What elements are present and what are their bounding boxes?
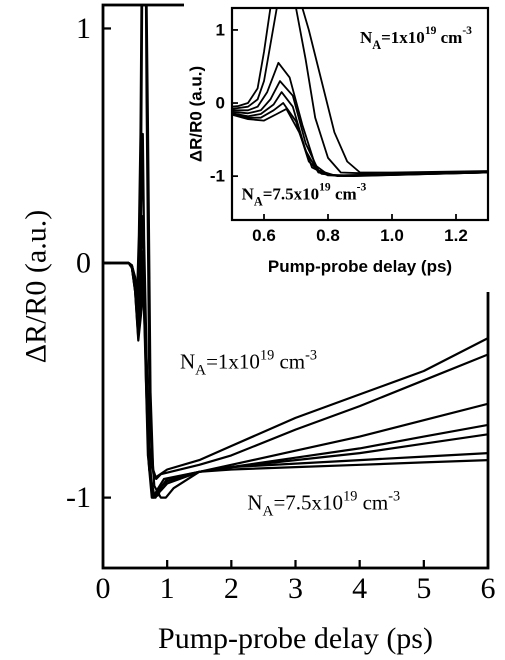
main-density-annotation: NA=1x1019 cm-3 [180,348,317,379]
inset-annotation-eq: =1x10 [381,28,425,47]
inset-annotation-N: N [242,185,255,204]
main-annotation-unit-sup: -3 [305,348,317,364]
inset-series-group [232,8,488,177]
main-series-line-7 [103,261,488,499]
inset-x-tick-label: 1.0 [380,226,404,245]
main-x-tick-label: 5 [416,572,431,605]
main-y-tick-label: -1 [66,481,91,514]
inset-y-tick-label: 0 [216,94,225,113]
inset-y-tick-label: -1 [210,167,225,186]
main-annotation-unit: cm [357,490,388,514]
main-annotation-sup: 19 [260,348,274,364]
inset-density-annotation: NA=1x1019 cm-3 [360,24,472,52]
inset-annotation-N: N [360,28,373,47]
main-density-annotation: NA=7.5x1019 cm-3 [247,488,400,519]
inset-x-tick-label: 0.6 [252,226,276,245]
main-x-axis-title: Pump-probe delay (ps) [158,622,433,655]
inset-y-axis-title: ΔR/R0 (a.u.) [187,66,206,162]
main-annotation-eq: =7.5x10 [273,490,343,514]
main-annotation-sup: 19 [343,488,357,504]
inset-x-tick-label: 0.8 [316,226,340,245]
main-annotation-unit-sup: -3 [388,488,400,504]
inset-series-line-4 [232,80,488,177]
main-series-group [103,5,488,499]
main-annotation-eq: =1x10 [206,350,260,374]
inset-annotation-unit-sup: -3 [357,181,367,194]
main-annotation-N: N [247,490,262,514]
inset-density-annotation: NA=7.5x1019 cm-3 [242,181,367,209]
inset-plot-frame [230,6,490,222]
inset-annotation-sub: A [254,195,263,209]
main-annotation-unit: cm [274,350,305,374]
main-x-tick-label: 6 [481,572,496,605]
inset-annotation-sub: A [372,38,381,52]
inset-annotation-sup: 19 [319,181,331,194]
inset-annotation-unit: cm [331,185,357,204]
main-annotation-sub: A [195,363,206,379]
main-y-tick-label: 1 [76,12,91,45]
main-annotation-sub: A [263,503,274,519]
inset-x-axis-title: Pump-probe delay (ps) [268,257,452,276]
inset-chart: 0.6 0.8 1.0 1.2 -1 0 1 Pump-probe delay (ps) ΔR/… [184,2,496,292]
inset-y-tick-label: 1 [216,20,225,39]
main-y-axis-title: ΔR/R0 (a.u.) [20,210,53,363]
inset-series-line-1 [232,8,488,174]
inset-series-line-7 [232,108,488,177]
inset-annotation-unit-sup: -3 [462,24,472,37]
main-y-tick-label: 0 [76,247,91,280]
main-chart: 0 1 2 3 4 5 6 -1 0 1 Pump-probe delay (ps) ΔR/R0 (a… [20,3,496,655]
inset-series-line-2 [232,8,488,175]
main-x-tick-label: 3 [288,572,303,605]
main-x-tick-label: 0 [96,572,111,605]
main-x-tick-label: 2 [224,572,239,605]
inset-annotation-unit: cm [436,28,462,47]
inset-annotation-sup: 19 [425,24,437,37]
inset-annotation-eq: =7.5x10 [263,185,319,204]
inset-x-tick-label: 1.2 [444,226,468,245]
main-x-tick-label: 1 [160,572,175,605]
main-annotation-N: N [180,350,195,374]
main-x-tick-label: 4 [352,572,367,605]
